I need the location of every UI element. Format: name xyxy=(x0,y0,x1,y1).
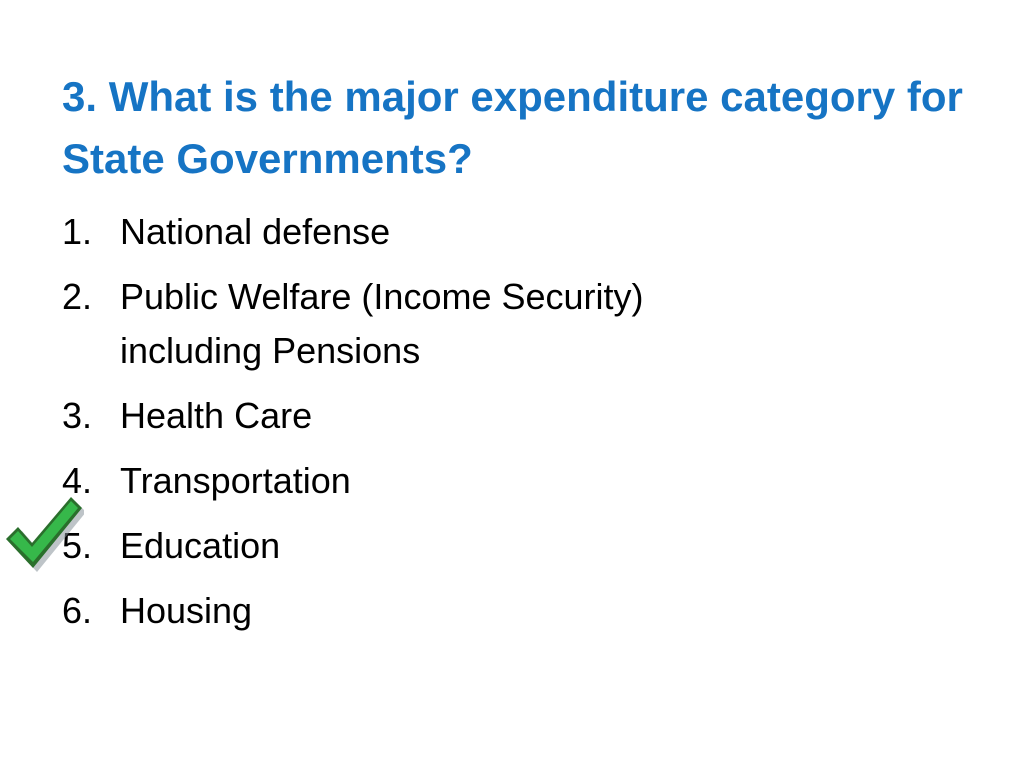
question-title: 3. What is the major expenditure categor… xyxy=(62,73,963,182)
answer-option-6: 6. Housing xyxy=(62,584,962,638)
answer-option-number: 6. xyxy=(62,590,93,631)
answer-option-number: 2. xyxy=(62,276,93,317)
answer-option-1: 1. National defense xyxy=(62,205,962,259)
answer-option-4: 4. Transportation xyxy=(62,454,962,508)
answer-option-number: 4. xyxy=(62,460,93,501)
answer-option-3: 3. Health Care xyxy=(62,389,962,443)
answer-option-number: 1. xyxy=(62,211,93,252)
answer-option-label: Public Welfare (Income Security) includi… xyxy=(120,276,644,371)
answer-option-label: Housing xyxy=(120,590,253,631)
answer-options-list: 1. National defense 2. Public Welfare (I… xyxy=(62,205,962,649)
answer-option-5: 5. Education xyxy=(62,519,962,573)
answer-option-label: Health Care xyxy=(120,395,313,436)
check-mark-icon xyxy=(6,497,84,572)
answer-option-2: 2. Public Welfare (Income Security) incl… xyxy=(62,270,962,378)
answer-option-label: Transportation xyxy=(120,460,351,501)
answer-option-label: National defense xyxy=(120,211,391,252)
answer-option-number: 3. xyxy=(62,395,93,436)
answer-option-label: Education xyxy=(120,525,281,566)
